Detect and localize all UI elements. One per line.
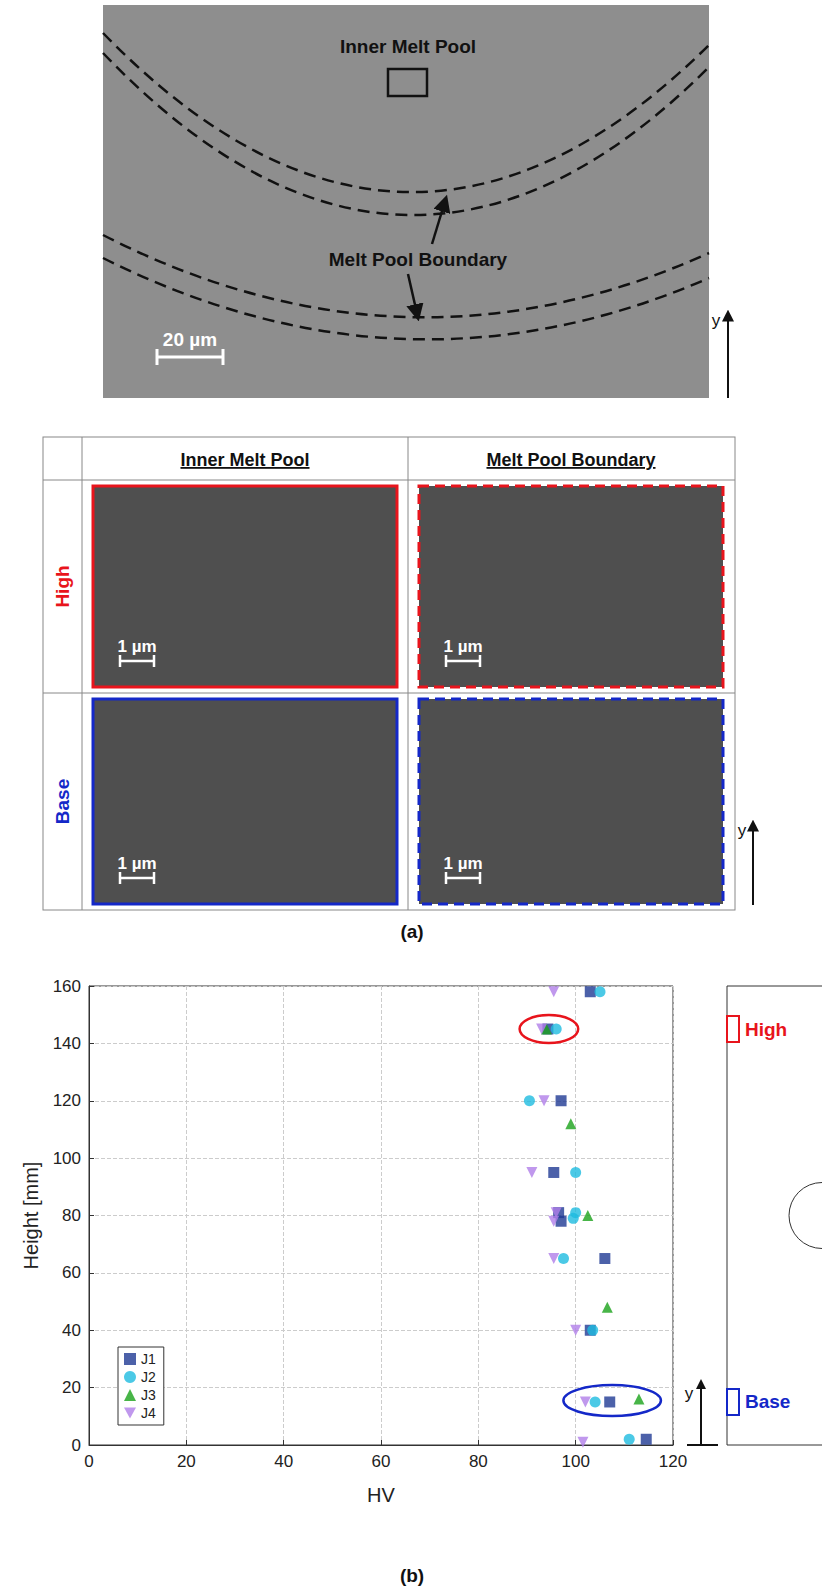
svg-text:1 µm: 1 µm (443, 854, 482, 873)
svg-text:1 µm: 1 µm (117, 637, 156, 656)
svg-text:Base: Base (745, 1391, 790, 1412)
svg-text:0: 0 (84, 1452, 93, 1471)
svg-text:20: 20 (177, 1452, 196, 1471)
svg-text:60: 60 (62, 1263, 81, 1282)
svg-text:(b): (b) (400, 1565, 424, 1586)
svg-text:160: 160 (53, 977, 81, 996)
svg-text:100: 100 (53, 1149, 81, 1168)
svg-text:Melt Pool Boundary: Melt Pool Boundary (329, 249, 508, 270)
svg-text:20: 20 (62, 1378, 81, 1397)
svg-text:80: 80 (62, 1206, 81, 1225)
svg-text:100: 100 (561, 1452, 589, 1471)
svg-text:Base: Base (52, 779, 73, 824)
svg-text:Melt Pool Boundary: Melt Pool Boundary (486, 450, 655, 470)
svg-text:J1: J1 (141, 1351, 156, 1367)
svg-text:140: 140 (53, 1034, 81, 1053)
svg-text:J3: J3 (141, 1387, 156, 1403)
svg-text:80: 80 (469, 1452, 488, 1471)
svg-text:40: 40 (62, 1321, 81, 1340)
svg-text:y: y (738, 821, 747, 840)
svg-text:120: 120 (659, 1452, 687, 1471)
svg-text:Height [mm]: Height [mm] (20, 1162, 42, 1270)
svg-text:40: 40 (274, 1452, 293, 1471)
svg-text:1 µm: 1 µm (443, 637, 482, 656)
svg-text:HV: HV (367, 1484, 395, 1506)
svg-text:High: High (745, 1019, 787, 1040)
svg-text:High: High (52, 565, 73, 607)
svg-text:(a): (a) (400, 921, 423, 942)
svg-text:Inner Melt Pool: Inner Melt Pool (340, 36, 476, 57)
svg-text:Inner Melt Pool: Inner Melt Pool (180, 450, 309, 470)
svg-text:20 µm: 20 µm (163, 329, 217, 350)
svg-text:y: y (685, 1384, 694, 1403)
svg-text:0: 0 (72, 1436, 81, 1455)
svg-text:60: 60 (372, 1452, 391, 1471)
svg-text:120: 120 (53, 1091, 81, 1110)
svg-text:y: y (712, 311, 721, 330)
svg-text:1 µm: 1 µm (117, 854, 156, 873)
svg-text:J4: J4 (141, 1405, 156, 1421)
svg-text:J2: J2 (141, 1369, 156, 1385)
